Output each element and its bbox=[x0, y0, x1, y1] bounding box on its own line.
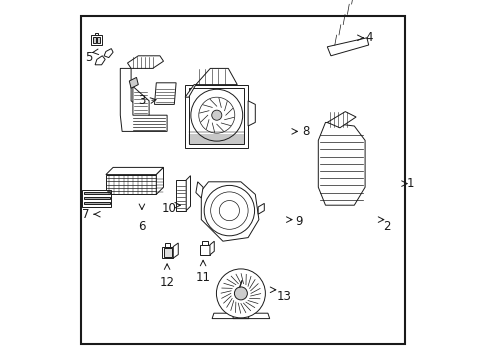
Circle shape bbox=[216, 269, 265, 318]
Text: 9: 9 bbox=[294, 215, 302, 228]
Polygon shape bbox=[106, 175, 156, 194]
Circle shape bbox=[190, 89, 242, 141]
Text: 10: 10 bbox=[161, 202, 176, 215]
Polygon shape bbox=[91, 35, 102, 45]
Text: 4: 4 bbox=[364, 31, 372, 44]
Polygon shape bbox=[165, 243, 170, 247]
Polygon shape bbox=[127, 56, 163, 68]
Polygon shape bbox=[209, 241, 214, 255]
Polygon shape bbox=[104, 49, 113, 58]
Polygon shape bbox=[82, 190, 111, 207]
Polygon shape bbox=[200, 245, 209, 255]
Polygon shape bbox=[185, 85, 247, 148]
Polygon shape bbox=[97, 37, 100, 43]
Polygon shape bbox=[201, 182, 258, 241]
Circle shape bbox=[204, 185, 254, 236]
Circle shape bbox=[199, 97, 234, 133]
Polygon shape bbox=[232, 313, 248, 319]
Polygon shape bbox=[258, 203, 264, 214]
Polygon shape bbox=[318, 122, 365, 205]
Polygon shape bbox=[326, 38, 368, 56]
Polygon shape bbox=[196, 182, 203, 198]
Circle shape bbox=[211, 110, 222, 120]
Polygon shape bbox=[196, 68, 237, 85]
Polygon shape bbox=[202, 241, 207, 245]
Circle shape bbox=[210, 192, 247, 229]
Text: 5: 5 bbox=[85, 51, 93, 64]
Polygon shape bbox=[84, 197, 110, 199]
Text: 6: 6 bbox=[138, 220, 145, 233]
Polygon shape bbox=[84, 202, 110, 204]
Polygon shape bbox=[247, 101, 255, 126]
Polygon shape bbox=[326, 112, 355, 128]
Text: 11: 11 bbox=[195, 271, 210, 284]
Polygon shape bbox=[185, 85, 196, 97]
Polygon shape bbox=[173, 243, 178, 258]
Polygon shape bbox=[129, 77, 138, 88]
Polygon shape bbox=[176, 180, 186, 211]
Polygon shape bbox=[154, 83, 176, 104]
Text: 8: 8 bbox=[302, 125, 309, 138]
Polygon shape bbox=[162, 247, 173, 258]
Polygon shape bbox=[188, 88, 244, 144]
Polygon shape bbox=[133, 86, 149, 115]
Text: 12: 12 bbox=[159, 276, 174, 289]
Polygon shape bbox=[95, 33, 98, 35]
Polygon shape bbox=[106, 167, 163, 175]
Polygon shape bbox=[93, 37, 96, 43]
Circle shape bbox=[234, 287, 247, 300]
Text: 13: 13 bbox=[276, 291, 291, 303]
Polygon shape bbox=[186, 176, 190, 211]
Text: 1: 1 bbox=[406, 177, 413, 190]
Polygon shape bbox=[163, 248, 171, 257]
Polygon shape bbox=[156, 167, 163, 194]
Text: 2: 2 bbox=[382, 220, 389, 233]
Polygon shape bbox=[120, 68, 167, 131]
Text: 3: 3 bbox=[138, 94, 145, 107]
Circle shape bbox=[219, 201, 239, 221]
Polygon shape bbox=[95, 56, 105, 65]
Text: 7: 7 bbox=[81, 208, 89, 221]
Polygon shape bbox=[212, 313, 269, 319]
Polygon shape bbox=[84, 192, 110, 194]
